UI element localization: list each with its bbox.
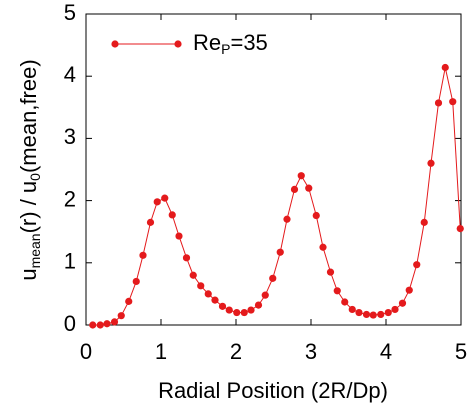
y-tick-label: 2 (64, 186, 76, 211)
point (276, 248, 284, 256)
point (369, 311, 377, 319)
point (341, 298, 349, 306)
legend-marker (174, 40, 182, 48)
point (283, 215, 291, 223)
x-tick-label: 2 (230, 339, 242, 364)
x-tick-label: 3 (305, 339, 317, 364)
point (355, 308, 363, 317)
point (182, 254, 191, 262)
point (189, 271, 197, 279)
point (312, 211, 320, 220)
point (218, 302, 227, 310)
point (103, 320, 111, 328)
y-tick-label: 0 (64, 311, 76, 336)
point (449, 98, 457, 106)
legend-part: =35 (230, 30, 267, 55)
legend-sub: P (221, 41, 230, 57)
y-tick-label: 3 (64, 124, 76, 149)
point (305, 184, 313, 192)
point (240, 308, 248, 317)
point (132, 277, 140, 286)
x-tick-label: 0 (80, 339, 92, 364)
y-tick-label: 4 (64, 62, 76, 87)
point (117, 312, 125, 320)
point (297, 172, 305, 180)
y-label-sub: mean (27, 233, 43, 268)
point (225, 306, 233, 314)
point (110, 318, 119, 326)
legend-marker (111, 40, 119, 48)
point (125, 297, 133, 305)
point (441, 63, 449, 72)
point (319, 243, 327, 251)
x-axis-label: Radial Position (2R/Dp) (158, 378, 388, 403)
point (197, 282, 205, 290)
point (427, 159, 435, 167)
point (204, 290, 212, 298)
legend-part: Re (193, 30, 221, 55)
y-label-part: (r) / u (16, 181, 41, 234)
legend-label: ReP=35 (193, 30, 268, 57)
x-tick-label: 1 (155, 339, 167, 364)
point (391, 305, 399, 314)
x-tick-label: 5 (455, 339, 467, 364)
point (405, 286, 413, 294)
point (168, 211, 176, 219)
x-tick-label: 4 (380, 339, 392, 364)
point (211, 296, 219, 304)
point (413, 261, 421, 269)
y-tick-label: 5 (64, 0, 76, 25)
y-label-part: u (16, 268, 41, 280)
point (333, 287, 341, 295)
point (261, 291, 269, 299)
point (290, 185, 299, 194)
y-axis-label: umean(r) / u0(mean,free) (16, 59, 43, 280)
point (434, 99, 443, 107)
point (146, 218, 155, 226)
point (175, 232, 183, 240)
point (96, 321, 104, 329)
point (161, 194, 169, 202)
point (384, 308, 392, 317)
plot-frame (85, 13, 462, 326)
point (89, 321, 97, 329)
point (362, 310, 371, 319)
point (398, 299, 407, 307)
series-line (92, 67, 461, 326)
point (139, 251, 147, 259)
point (247, 306, 255, 314)
point (153, 198, 161, 206)
point (326, 268, 335, 276)
point (377, 310, 385, 319)
point (456, 224, 464, 233)
y-label-sub: 0 (27, 173, 43, 181)
point (233, 308, 241, 317)
point (348, 305, 356, 314)
y-tick-label: 1 (64, 249, 76, 274)
point (254, 301, 263, 309)
point (420, 218, 428, 226)
point (269, 274, 277, 282)
y-label-part: (mean,free) (16, 59, 41, 173)
